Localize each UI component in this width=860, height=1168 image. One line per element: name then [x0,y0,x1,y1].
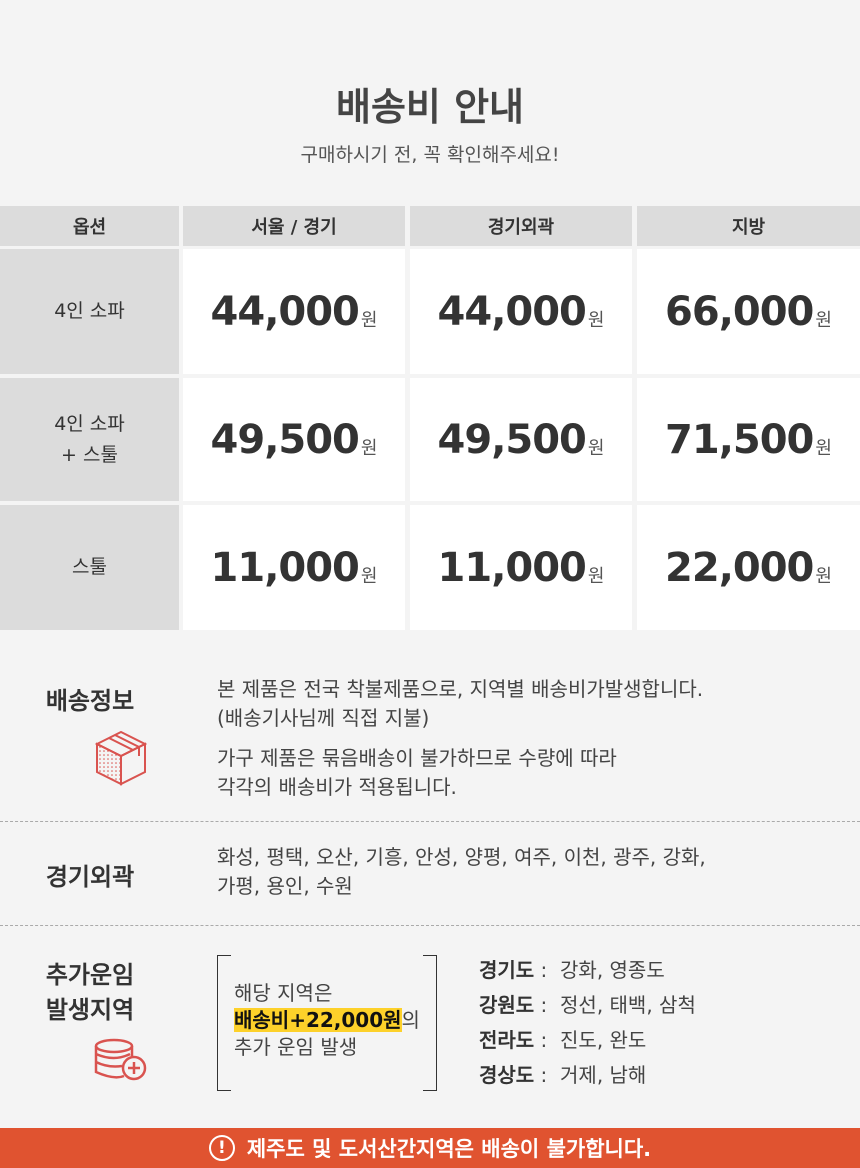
price-value: 44,000 [210,288,360,335]
currency-unit: 원 [587,437,605,459]
price-cell: 49,500 원 [183,378,405,501]
notice-banner: ! 제주도 및 도서산간지역은 배송이 불가합니다. [0,1128,860,1168]
divider [0,821,860,822]
price-cell: 11,000 원 [183,505,405,630]
currency-unit: 원 [815,437,832,459]
price-value: 49,500 [437,416,587,463]
price-cell: 11,000 원 [410,505,632,630]
price-cell: 66,000 원 [637,249,860,374]
notice-text: 제주도 및 도서산간지역은 배송이 불가합니다. [246,1137,652,1161]
price-cell: 44,000 원 [183,249,405,374]
option-cell: 4인 소파 [0,249,179,374]
col-header-outskirts: 경기외곽 [410,206,632,246]
bracket-right [423,955,437,1091]
price-value: 11,000 [210,544,360,591]
shipping-info-label: 배송정보 [45,687,135,715]
col-header-option: 옵션 [0,206,179,246]
price-value: 11,000 [437,544,587,591]
extra-fee-highlight: 배송비+22,000원 [234,1008,402,1032]
page-title: 배송비 안내 [335,85,525,129]
outskirts-areas: 화성, 평택, 오산, 기흥, 안성, 양평, 여주, 이천, 광주, 강화, 가… [217,845,706,898]
price-value: 71,500 [665,416,814,463]
divider [0,925,860,926]
region-item: 경상도 : 거제, 남해 [479,1063,647,1087]
region-item: 전라도 : 진도, 완도 [479,1028,647,1052]
col-header-seoul: 서울 / 경기 [183,206,405,246]
bracket-left [217,955,231,1091]
price-value: 49,500 [210,416,360,463]
coins-plus-icon [94,1038,147,1081]
shipping-info-text-1: 본 제품은 전국 착불제품으로, 지역별 배송비가발생합니다. (배송기사님께 직… [217,677,704,730]
currency-unit: 원 [360,437,378,459]
option-cell: 스툴 [0,505,179,630]
currency-unit: 원 [360,309,378,331]
price-cell: 44,000 원 [410,249,632,374]
box-icon [95,730,147,786]
region-item: 경기도 : 강화, 영종도 [479,958,665,982]
price-cell: 49,500 원 [410,378,632,501]
extra-fee-box: 해당 지역은 배송비+22,000원의 추가 운임 발생 [234,981,420,1059]
price-value: 66,000 [665,288,814,335]
outskirts-label: 경기외곽 [45,863,135,891]
price-value: 44,000 [437,288,587,335]
option-cell: 4인 소파 + 스툴 [0,378,179,501]
region-item: 강원도 : 정선, 태백, 삼척 [479,993,696,1017]
currency-unit: 원 [815,565,832,587]
page-subtitle: 구매하시기 전, 꼭 확인해주세요! [300,144,560,166]
currency-unit: 원 [587,309,605,331]
price-cell: 22,000 원 [637,505,860,630]
currency-unit: 원 [587,565,605,587]
price-cell: 71,500 원 [637,378,860,501]
price-value: 22,000 [665,544,814,591]
exclamation-circle-icon: ! [208,1135,235,1161]
extra-fee-label: 추가운임 발생지역 [45,961,135,1024]
shipping-info-text-2: 가구 제품은 묶음배송이 불가하므로 수량에 따라 각각의 배송비가 적용됩니다. [217,746,617,799]
col-header-province: 지방 [637,206,860,246]
currency-unit: 원 [360,565,378,587]
currency-unit: 원 [815,309,832,331]
